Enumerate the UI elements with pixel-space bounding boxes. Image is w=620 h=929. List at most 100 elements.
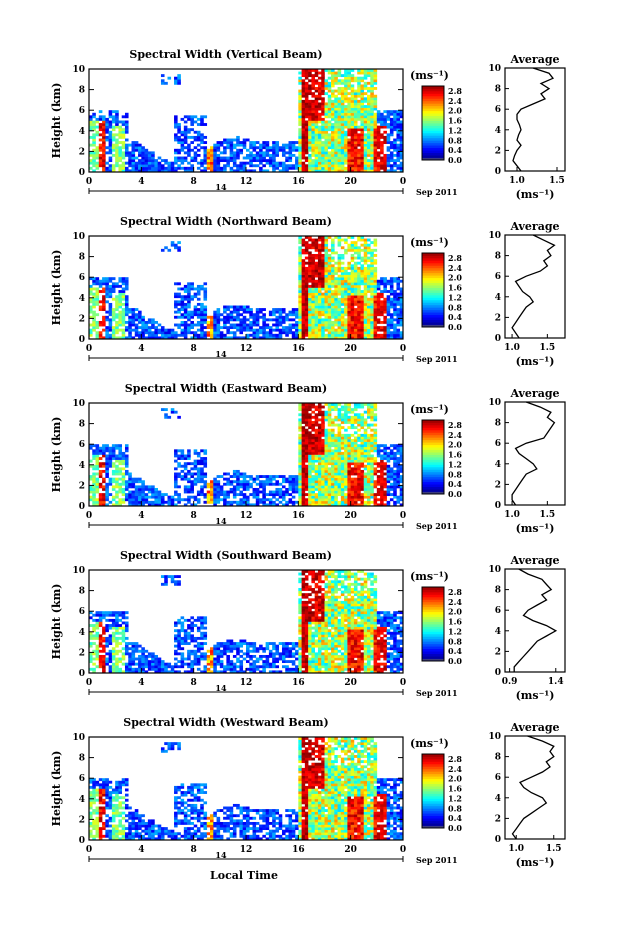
heatmap-cell <box>213 482 217 486</box>
heatmap-cell <box>301 130 306 134</box>
heatmap-cell <box>301 323 306 327</box>
heatmap-cell <box>291 480 296 484</box>
heatmap-cell <box>350 102 355 106</box>
heatmap-cell <box>324 84 329 88</box>
heatmap-cell <box>95 333 100 337</box>
heatmap-cell <box>360 308 365 311</box>
heatmap-cell <box>308 485 312 489</box>
heatmap-cell <box>249 320 253 324</box>
heatmap-cell <box>308 477 312 481</box>
heatmap-cell <box>327 336 332 340</box>
heatmap-cell <box>167 161 172 165</box>
heatmap-cell <box>321 266 325 270</box>
heatmap-cell <box>304 333 309 337</box>
heatmap-cell <box>92 282 96 286</box>
heatmap-cell <box>350 333 355 337</box>
heatmap-cell <box>386 141 391 144</box>
heatmap-cell <box>386 112 391 116</box>
heatmap-cell <box>360 320 365 324</box>
heatmap-cell <box>360 102 365 106</box>
heatmap-cell <box>357 115 361 119</box>
heatmap-cell <box>350 433 355 437</box>
heatmap-cell <box>288 482 293 486</box>
heatmap-cell <box>360 472 365 476</box>
heatmap-cell <box>236 487 240 491</box>
heatmap-cell <box>340 469 345 473</box>
heatmap-cell <box>255 498 260 502</box>
heatmap-cell <box>108 115 113 119</box>
heatmap-cell <box>321 284 325 288</box>
heatmap-cell <box>118 120 123 124</box>
heatmap-cell <box>206 148 211 152</box>
heatmap-cell <box>396 123 401 126</box>
heatmap-cell <box>298 269 302 273</box>
heatmap-cell <box>340 274 345 278</box>
heatmap-cell <box>200 120 204 124</box>
heatmap-cell <box>331 256 335 260</box>
heatmap-cell <box>295 336 299 340</box>
heatmap-cell <box>111 146 116 150</box>
heatmap-cell <box>304 148 309 152</box>
heatmap-cell <box>317 279 322 283</box>
heatmap-cell <box>232 490 237 494</box>
heatmap-cell <box>314 282 319 286</box>
heatmap-cell <box>242 138 247 142</box>
heatmap-cell <box>108 159 113 163</box>
heatmap-cell <box>367 148 371 152</box>
heatmap-cell <box>314 69 319 72</box>
heatmap-cell <box>291 148 296 152</box>
heatmap-cell <box>124 495 129 499</box>
heatmap-cell <box>324 123 329 126</box>
colorbar-segment <box>422 88 444 92</box>
heatmap-cell <box>147 166 152 170</box>
heatmap-cell <box>92 159 96 163</box>
heatmap-cell <box>350 243 355 247</box>
heatmap-cell <box>111 454 116 458</box>
heatmap-cell <box>102 336 106 340</box>
heatmap-cell <box>229 151 234 155</box>
heatmap-cell <box>308 120 312 124</box>
heatmap-cell <box>281 503 286 507</box>
heatmap-cell <box>340 89 345 93</box>
heatmap-cell <box>334 94 338 98</box>
heatmap-cell <box>131 503 136 507</box>
heatmap-cell <box>183 487 188 491</box>
heatmap-cell <box>337 436 342 440</box>
heatmap-cell <box>334 403 338 406</box>
heatmap-cell <box>187 495 191 499</box>
heatmap-cell <box>144 148 149 152</box>
heatmap-cell <box>350 92 355 96</box>
heatmap-cell <box>111 277 116 281</box>
heatmap-cell <box>177 295 181 299</box>
heatmap-cell <box>350 498 355 502</box>
heatmap-cell <box>324 433 329 437</box>
heatmap-cell <box>252 480 257 484</box>
heatmap-cell <box>347 290 351 293</box>
heatmap-cell <box>367 328 371 332</box>
heatmap-cell <box>232 151 237 155</box>
heatmap-cell <box>383 320 387 324</box>
heatmap-cell <box>337 89 342 93</box>
heatmap-cell <box>278 482 283 486</box>
heatmap-cell <box>347 415 351 419</box>
heatmap-cell <box>308 426 312 430</box>
heatmap-cell <box>317 500 322 504</box>
heatmap-cell <box>376 300 381 304</box>
heatmap-cell <box>131 315 136 319</box>
heatmap-cell <box>383 336 387 340</box>
heatmap-cell <box>327 323 332 327</box>
heatmap-cell <box>360 243 365 247</box>
heatmap-cell <box>340 97 345 101</box>
heatmap-cell <box>340 143 345 147</box>
heatmap-cell <box>324 323 329 327</box>
heatmap-cell <box>353 480 358 484</box>
heatmap-cell <box>331 238 335 242</box>
heatmap-cell <box>160 333 165 337</box>
heatmap-cell <box>151 318 155 322</box>
heatmap-cell <box>317 269 322 273</box>
heatmap-cell <box>239 498 244 502</box>
heatmap-cell <box>232 161 237 165</box>
heatmap-cell <box>331 441 335 445</box>
heatmap-cell <box>357 323 361 327</box>
heatmap-cell <box>304 328 309 332</box>
